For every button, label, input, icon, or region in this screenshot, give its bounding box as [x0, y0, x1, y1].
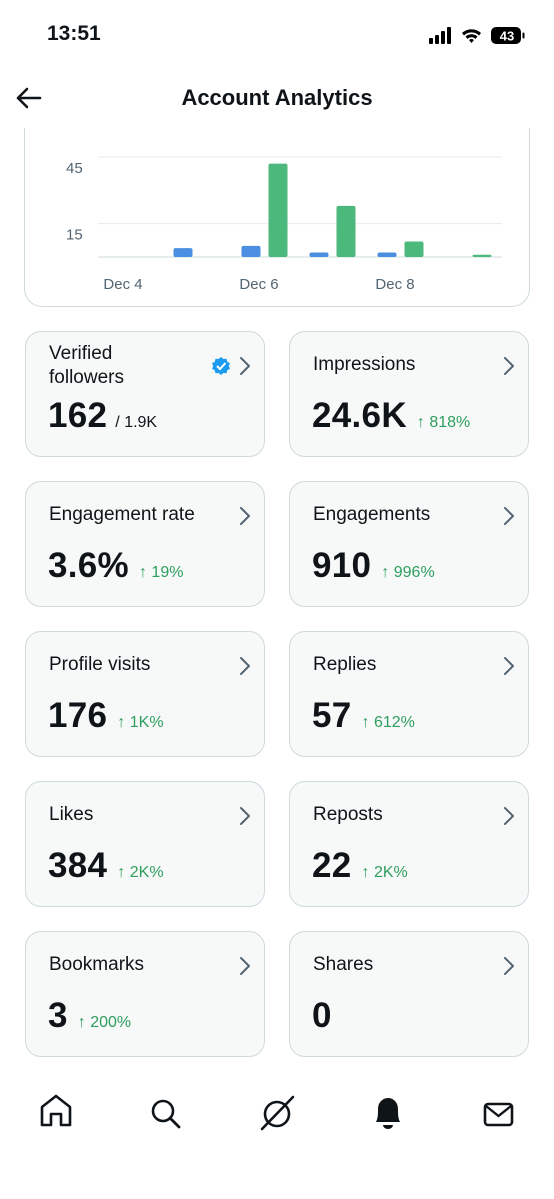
- bar: [336, 205, 356, 257]
- metric-card[interactable]: Verified followers 162 / 1.9K: [25, 331, 265, 457]
- y-tick-label: 15: [66, 227, 83, 244]
- metric-change: ↑ 612%: [361, 714, 415, 731]
- metric-number: 0: [312, 996, 332, 1035]
- metric-value: 57 ↑ 612%: [312, 696, 415, 736]
- metric-card[interactable]: Shares 0: [289, 931, 529, 1057]
- status-icons: 43: [429, 27, 525, 44]
- metric-label: Profile visits: [49, 654, 151, 675]
- metric-value: 3 ↑ 200%: [48, 996, 131, 1036]
- chevron: [504, 957, 514, 975]
- metric-label: Shares: [313, 954, 374, 975]
- chevron: [240, 657, 250, 675]
- metric-number: 176: [48, 696, 108, 735]
- x-tick-label: Dec 6: [239, 276, 278, 293]
- metric-change: ↑ 19%: [138, 564, 184, 581]
- bar: [268, 163, 288, 257]
- chevron: [240, 357, 250, 375]
- metric-number: 384: [48, 846, 108, 885]
- metric-card[interactable]: Engagements 910 ↑ 996%: [289, 481, 529, 607]
- metric-label: Replies: [313, 654, 377, 675]
- messages-tab[interactable]: [483, 1102, 514, 1127]
- metric-value: 22 ↑ 2K%: [312, 846, 408, 886]
- metric-label: Bookmarks: [49, 954, 145, 975]
- home-tab[interactable]: [40, 1094, 72, 1127]
- chevron: [504, 507, 514, 525]
- metric-change: ↑ 1K%: [117, 714, 164, 731]
- bar: [241, 245, 261, 257]
- metric-number: 3.6%: [48, 546, 129, 585]
- metric-card[interactable]: Engagement rate 3.6% ↑ 19%: [25, 481, 265, 607]
- bar: [404, 241, 424, 257]
- metric-card[interactable]: Impressions 24.6K ↑ 818%: [289, 331, 529, 457]
- metric-change: ↑ 2K%: [361, 864, 408, 881]
- bar: [309, 252, 329, 257]
- bottom-nav: [40, 1094, 514, 1131]
- chevron: [504, 357, 514, 375]
- bar: [173, 248, 193, 257]
- bar: [472, 254, 492, 257]
- metric-number: 57: [312, 696, 352, 735]
- metric-value: 0: [312, 996, 332, 1036]
- metric-number: 910: [312, 546, 372, 585]
- battery-level: 43: [500, 29, 514, 44]
- metric-change: ↑ 996%: [381, 564, 435, 581]
- grok-tab[interactable]: [260, 1095, 295, 1131]
- metric-label: Reposts: [313, 804, 383, 825]
- metric-label: Engagement rate: [49, 504, 195, 525]
- metric-card[interactable]: Likes 384 ↑ 2K%: [25, 781, 265, 907]
- metric-total: / 1.9K: [115, 414, 158, 431]
- metric-label: Verified followers: [49, 343, 124, 388]
- search-tab[interactable]: [151, 1099, 181, 1129]
- metric-change: ↑ 818%: [416, 414, 471, 431]
- metric-value: 384 ↑ 2K%: [48, 846, 164, 886]
- notifications-tab[interactable]: [376, 1098, 400, 1129]
- metric-number: 3: [48, 996, 68, 1035]
- metric-number: 162: [48, 396, 108, 435]
- metric-value: 162 / 1.9K: [48, 396, 157, 436]
- chevron: [240, 807, 250, 825]
- metric-card[interactable]: Bookmarks 3 ↑ 200%: [25, 931, 265, 1057]
- top-bar: [0, 0, 554, 128]
- back-button[interactable]: [14, 84, 44, 112]
- chevron: [240, 957, 250, 975]
- status-time: 13:51: [47, 22, 101, 45]
- chevron: [504, 657, 514, 675]
- verified-badge: [212, 357, 230, 375]
- metric-value: 3.6% ↑ 19%: [48, 546, 183, 586]
- metric-value: 24.6K ↑ 818%: [312, 396, 470, 436]
- metric-value: 176 ↑ 1K%: [48, 696, 164, 736]
- metric-change: ↑ 2K%: [117, 864, 164, 881]
- x-tick-label: Dec 4: [103, 276, 142, 293]
- page-title: Account Analytics: [181, 85, 373, 110]
- chart: 15 45 Dec 4 Dec 6 Dec 8: [66, 156, 502, 293]
- metric-card[interactable]: Replies 57 ↑ 612%: [289, 631, 529, 757]
- bar: [377, 252, 397, 257]
- chevron: [240, 507, 250, 525]
- metric-card[interactable]: Profile visits 176 ↑ 1K%: [25, 631, 265, 757]
- x-tick-label: Dec 8: [375, 276, 414, 293]
- metric-number: 22: [312, 846, 352, 885]
- chevron: [504, 807, 514, 825]
- metric-label: Likes: [49, 804, 94, 825]
- metric-value: 910 ↑ 996%: [312, 546, 435, 586]
- metric-change: ↑ 200%: [77, 1014, 132, 1031]
- metric-label: Engagements: [313, 504, 431, 525]
- y-tick-label: 45: [66, 160, 83, 177]
- metric-label: Impressions: [313, 354, 416, 375]
- metric-number: 24.6K: [312, 396, 407, 435]
- metric-card[interactable]: Reposts 22 ↑ 2K%: [289, 781, 529, 907]
